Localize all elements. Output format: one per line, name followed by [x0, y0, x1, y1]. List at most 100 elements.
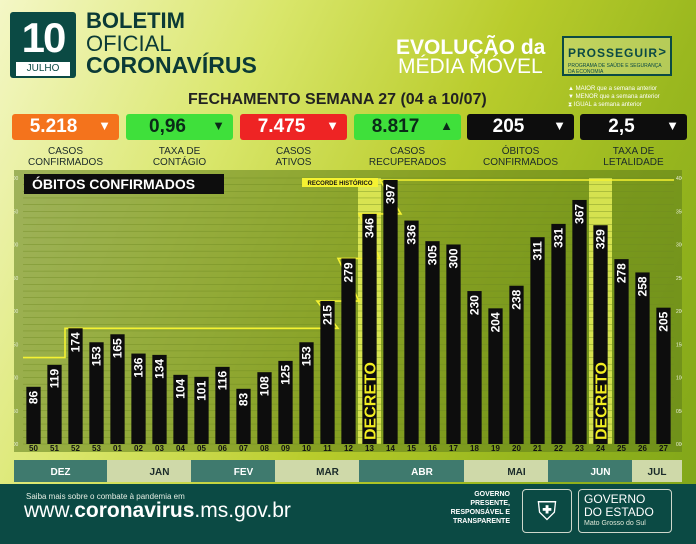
x-tick-label: 11 [323, 444, 332, 452]
stat-box-0: 5.218 ▼ [12, 114, 119, 140]
bar-value-label: 230 [468, 295, 482, 315]
stat-box-5: 2,5 ▼ [580, 114, 687, 140]
bar-02 [131, 353, 146, 444]
down-triangle-icon: ▼ [666, 118, 679, 133]
stat-box-3: 8.817 ▲ [354, 114, 461, 140]
prosseguir-logo: PROSSEGUIR PROGRAMA DE SAÚDE E SEGURANÇA… [562, 36, 672, 76]
y-tick-label-right: 400 [676, 176, 682, 182]
legend-menor-text: MENOR que a semana anterior [575, 94, 660, 100]
hourglass-icon: ⧗ [568, 102, 573, 108]
stat-value: 8.817 [371, 116, 420, 137]
bar-value-label: 279 [342, 262, 356, 282]
stat-value: 0,96 [149, 116, 186, 137]
months-axis: DEZ JAN FEV MAR ABR MAI JUN JUL [14, 460, 682, 482]
bar-value-label: 165 [111, 338, 125, 358]
stat-label: TAXA DE CONTÁGIO [152, 146, 207, 168]
decree-label-1: DECRETO [594, 362, 611, 440]
legend-igual-text: IGUAL a semana anterior [573, 102, 642, 108]
up-triangle-icon: ▲ [440, 118, 453, 133]
x-tick-label: 12 [344, 444, 353, 452]
bar-06 [215, 366, 230, 444]
bar-value-label: 83 [237, 392, 251, 406]
month-band [14, 460, 107, 482]
bar-07 [236, 388, 251, 444]
bar-18 [467, 291, 482, 444]
legend-igual: ⧗ IGUAL a semana anterior [568, 102, 642, 109]
x-tick-label: 25 [617, 444, 626, 452]
bar-50 [26, 386, 41, 444]
bar-value-label: 204 [489, 312, 503, 332]
x-tick-label: 07 [239, 444, 248, 452]
stat-label: ÓBITOS CONFIRMADOS [483, 146, 558, 168]
x-tick-label: 22 [554, 444, 563, 452]
bar-51 [47, 364, 62, 444]
bar-value-label: 153 [300, 346, 314, 366]
bar-value-label: 300 [447, 248, 461, 268]
x-tick-label: 20 [512, 444, 521, 452]
bar-value-label: 397 [384, 184, 398, 204]
bar-22 [551, 223, 566, 444]
footer-bar [0, 484, 696, 544]
bar-value-label: 136 [132, 357, 146, 377]
y-tick-label: 400 [14, 176, 19, 182]
y-tick-label: 350 [14, 209, 19, 215]
bar-value-label: 153 [90, 346, 104, 366]
bar-25 [614, 259, 629, 444]
bar-value-label: 104 [174, 379, 188, 399]
y-tick-label-right: 350 [676, 209, 682, 215]
down-triangle-icon: ▼ [553, 118, 566, 133]
bar-value-label: 367 [573, 204, 587, 224]
bar-52 [68, 328, 83, 444]
date-month: JULHO [16, 62, 70, 76]
date-day: 10 [21, 14, 67, 61]
stat-value: 7.475 [257, 116, 306, 137]
bar-27 [656, 307, 671, 444]
month-label: MAR [316, 467, 340, 478]
bar-01 [110, 334, 125, 444]
url-bold: coronavirus [74, 499, 195, 522]
y-tick-label: 150 [14, 342, 19, 348]
bar-03 [152, 354, 167, 444]
x-tick-label: 17 [449, 444, 458, 452]
y-tick-label-right: 300 [676, 243, 682, 249]
y-tick-label: 250 [14, 276, 19, 282]
website-link[interactable]: www.coronavirus.ms.gov.br [24, 499, 291, 523]
bar-value-label: 116 [216, 371, 230, 391]
stat-label: CASOS RECUPERADOS [368, 146, 447, 168]
x-tick-label: 02 [134, 444, 143, 452]
stat-box-4: 205 ▼ [467, 114, 574, 140]
y-tick-label: 100 [14, 376, 19, 382]
x-tick-label: 27 [659, 444, 668, 452]
evolucao-title: EVOLUÇÃO da [396, 36, 546, 59]
x-tick-label: 51 [50, 444, 59, 452]
x-tick-label: 05 [197, 444, 206, 452]
down-triangle-icon: ▼ [98, 118, 111, 133]
bar-26 [635, 272, 650, 444]
bar-04 [173, 374, 188, 444]
bar-value-label: 134 [153, 359, 167, 379]
bar-value-label: 238 [510, 289, 524, 309]
month-band [275, 460, 380, 482]
y-tick-label: 050 [14, 409, 19, 415]
x-tick-label: 53 [92, 444, 101, 452]
state-name: Mato Grosso do Sul [584, 520, 646, 527]
x-tick-label: 26 [638, 444, 647, 452]
legend-maior-text: MAIOR que a semana anterior [575, 86, 657, 92]
stat-value: 205 [492, 116, 525, 137]
bar-value-label: 86 [27, 390, 41, 404]
bar-value-label: 108 [258, 376, 272, 396]
y-tick-label-right: 000 [676, 442, 682, 448]
x-tick-label: 08 [260, 444, 269, 452]
stat-value: 5.218 [29, 116, 78, 137]
title-boletim: BOLETIM [86, 8, 185, 33]
bar-value-label: 258 [636, 276, 650, 296]
y-tick-label-right: 200 [676, 309, 682, 315]
x-tick-label: 19 [491, 444, 500, 452]
x-tick-label: 16 [428, 444, 437, 452]
stat-label: CASOS CONFIRMADOS [28, 146, 103, 168]
x-tick-label: 52 [71, 444, 80, 452]
date-badge: 10 JULHO [10, 12, 76, 78]
down-triangle-icon: ▼ [326, 118, 339, 133]
month-label: DEZ [51, 467, 71, 478]
url-prefix: www. [24, 499, 75, 522]
